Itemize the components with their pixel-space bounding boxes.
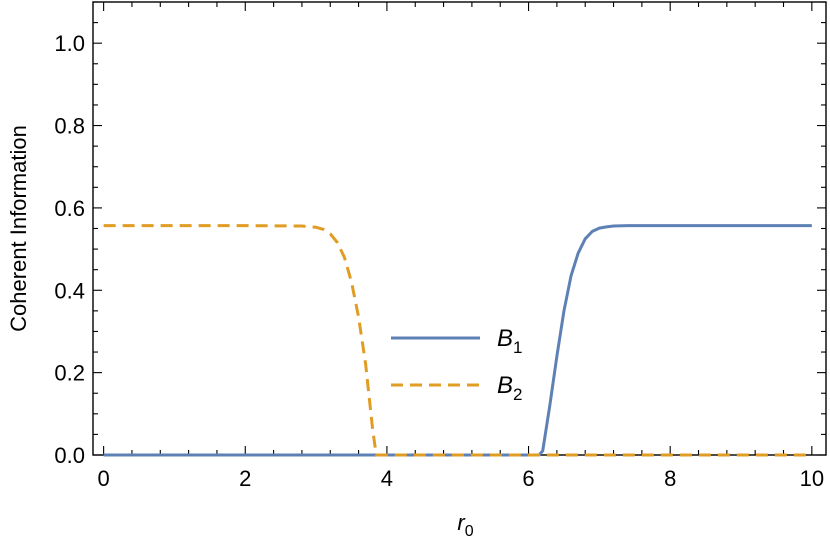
y-tick-label: 0.0: [54, 443, 85, 468]
plot-frame: [92, 1, 827, 456]
legend-label-b1-sub: 1: [513, 338, 522, 357]
legend-label-b2: B2: [497, 372, 522, 404]
legend-label-b1: B1: [497, 325, 522, 357]
y-tick-label: 0.4: [54, 278, 85, 303]
x-axis-label-main: r: [457, 510, 466, 535]
series-line-1: [103, 224, 812, 457]
legend-label-b1-main: B: [497, 325, 513, 352]
x-tick-label: 6: [522, 466, 534, 491]
legend-label-b2-main: B: [497, 372, 513, 399]
y-tick-label: 1.0: [54, 31, 85, 56]
x-tick-label: 10: [800, 466, 824, 491]
axis-ticks: 0 2 4 6 8 10 0.0 0.2 0.4 0.6 0.8 1.0: [54, 1, 826, 491]
y-tick-label: 0.8: [54, 114, 85, 139]
x-tick-label: 2: [239, 466, 251, 491]
y-axis-label: Coherent Information: [6, 125, 31, 332]
x-tick-label: 0: [97, 466, 109, 491]
x-tick-label: 8: [664, 466, 676, 491]
y-tick-label: 0.6: [54, 196, 85, 221]
legend-label-b2-sub: 2: [513, 385, 522, 404]
legend: B1 B2: [391, 325, 522, 404]
series-lines: [103, 224, 812, 457]
x-axis-label: r0: [457, 510, 473, 540]
y-tick-label: 0.2: [54, 361, 85, 386]
x-axis-label-sub: 0: [465, 523, 474, 540]
x-tick-label: 4: [381, 466, 393, 491]
series-line-2: [103, 224, 812, 457]
